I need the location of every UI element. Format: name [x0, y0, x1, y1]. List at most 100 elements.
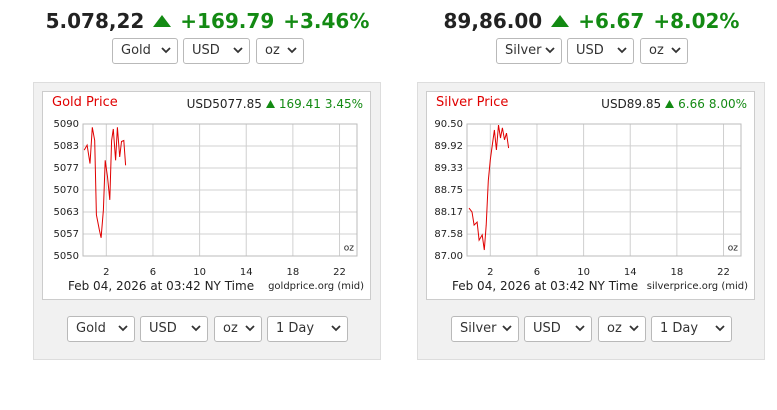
y-tick-label: 89.33 [434, 163, 463, 174]
dropdown-value: oz [265, 43, 280, 58]
dropdown-value: 1 Day [276, 321, 315, 336]
price: 89,86.00 [443, 9, 543, 33]
quote-change-pct: 3.45% [324, 97, 363, 111]
dropdown[interactable]: USD [183, 38, 250, 64]
dropdown-value: oz [649, 43, 664, 58]
price-header: 5.078,22 +169.79 +3.46% [40, 8, 375, 34]
quote-change-pct: 8.00% [708, 97, 747, 111]
y-tick-label: 5090 [54, 119, 79, 130]
dropdown-arrow [118, 325, 128, 332]
dropdown[interactable]: USD [140, 316, 208, 342]
change: +6.67 [578, 9, 645, 33]
x-tick-label: 2 [103, 267, 109, 278]
y-tick-label: 5063 [54, 207, 79, 218]
quote-price: USD89.85 [601, 97, 662, 111]
up-arrow [551, 15, 570, 27]
x-tick-label: 18 [287, 267, 300, 278]
dropdown-value: Gold [76, 321, 106, 336]
y-tick-label: 88.17 [434, 207, 463, 218]
dropdown-arrow [617, 47, 627, 54]
dropdown-arrow [331, 325, 341, 332]
y-tick-label: 5050 [54, 251, 79, 262]
change-pct: +8.02% [653, 9, 740, 33]
dropdown-arrow [545, 47, 555, 54]
quote: USD89.85 6.66 8.00% [601, 97, 747, 111]
timestamp: Feb 04, 2026 at 03:42 NY Time [68, 279, 255, 293]
price-header: 89,86.00 +6.67 +8.02% [424, 8, 759, 34]
quote-change: 6.66 [678, 97, 705, 111]
change-pct: +3.46% [283, 9, 370, 33]
source: goldprice.org (mid) [268, 281, 364, 292]
dropdown[interactable]: Gold [112, 38, 178, 64]
x-tick-label: 6 [534, 267, 540, 278]
dropdown-arrow [671, 47, 681, 54]
price-line [468, 125, 510, 251]
dropdown-arrow [233, 47, 243, 54]
quote-change: 169.41 [278, 97, 321, 111]
dropdown[interactable]: USD [567, 38, 634, 64]
y-tick-label: 89.92 [434, 141, 463, 152]
x-tick-label: 22 [333, 267, 346, 278]
chart-title: Gold Price [52, 95, 118, 110]
price: 5.078,22 [45, 9, 145, 33]
price-line [83, 127, 127, 238]
y-tick-label: 5077 [54, 163, 79, 174]
chart: 87.00 87.58 88.17 88.75 89.33 89.92 90.50 2 6 10 1… [434, 119, 742, 278]
quote: USD5077.85 169.41 3.45% [187, 97, 363, 111]
dropdown[interactable]: 1 Day [267, 316, 348, 342]
x-tick-label: 10 [577, 267, 590, 278]
plot-border [466, 123, 742, 257]
y-tick-label: 88.75 [434, 185, 463, 196]
up-arrow [665, 100, 675, 108]
x-tick-label: 22 [717, 267, 730, 278]
dropdown-value: USD [149, 321, 177, 336]
dropdown-arrow [245, 325, 255, 332]
plot-border [82, 123, 358, 257]
dropdown[interactable]: Silver [496, 38, 562, 64]
dropdown-value: USD [533, 321, 561, 336]
x-tick-label: 6 [150, 267, 156, 278]
quote-price: USD5077.85 [186, 97, 262, 111]
x-tick-label: 18 [671, 267, 684, 278]
up-arrow [153, 15, 172, 27]
chart-box [42, 91, 371, 300]
y-tick-label: 5083 [54, 141, 79, 152]
dropdown[interactable]: Silver [451, 316, 519, 342]
dropdown-arrow [502, 325, 512, 332]
up-arrow [265, 100, 275, 108]
y-tick-label: 87.00 [434, 251, 463, 262]
dropdown-arrow [575, 325, 585, 332]
dropdown-arrow [287, 47, 297, 54]
dropdown[interactable]: Gold [67, 316, 135, 342]
x-tick-label: 14 [624, 267, 637, 278]
change: +169.79 [180, 9, 275, 33]
chart: 5050 5057 5063 5070 5077 5083 5090 2 6 10 14 18 22 oz [54, 119, 358, 278]
dropdown-arrow [629, 325, 639, 332]
dropdown[interactable]: oz [256, 38, 304, 64]
dropdown-value: USD [192, 43, 220, 58]
y-tick-label: 90.50 [434, 119, 463, 130]
x-tick-label: 2 [487, 267, 493, 278]
unit-label: oz [344, 244, 355, 254]
unit-label: oz [728, 244, 739, 254]
y-tick-label: 87.58 [434, 229, 463, 240]
dropdown-value: oz [607, 321, 622, 336]
dropdown-value: Silver [505, 43, 542, 58]
dropdown[interactable]: USD [524, 316, 592, 342]
dropdown-value: Gold [121, 43, 151, 58]
y-tick-label: 5070 [54, 185, 79, 196]
dropdown[interactable]: 1 Day [651, 316, 732, 342]
dropdown-arrow [191, 325, 201, 332]
dropdown-value: Silver [460, 321, 497, 336]
dropdown-arrow [161, 47, 171, 54]
dropdown-value: oz [223, 321, 238, 336]
dropdown[interactable]: oz [598, 316, 646, 342]
x-tick-label: 14 [240, 267, 253, 278]
dropdown-value: USD [576, 43, 604, 58]
chart-box [426, 91, 755, 300]
x-tick-label: 10 [193, 267, 206, 278]
dropdown[interactable]: oz [214, 316, 262, 342]
dropdown[interactable]: oz [640, 38, 688, 64]
y-tick-label: 5057 [54, 229, 79, 240]
